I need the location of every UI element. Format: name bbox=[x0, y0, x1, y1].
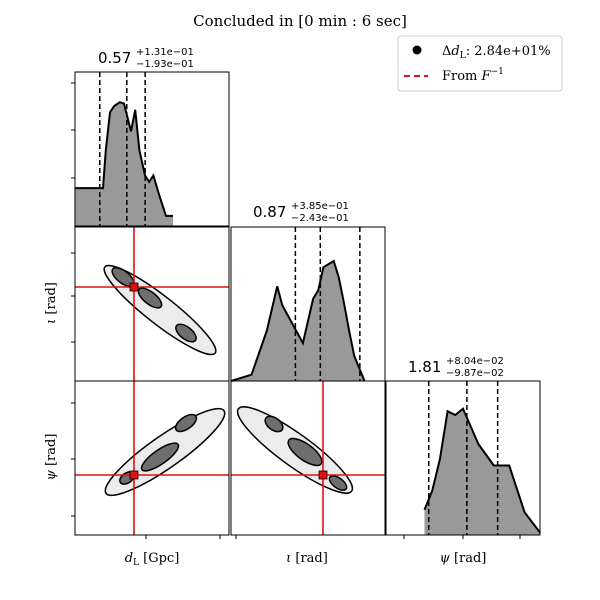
ylabel-iota: ι [rad] bbox=[44, 282, 59, 324]
upper-err-dL: +1.31e−01 bbox=[136, 47, 194, 58]
marginal-label-psi: 1.81 +8.04e−02 −9.87e−02 bbox=[408, 356, 504, 379]
median-iota: 0.87 bbox=[253, 203, 286, 221]
contour-group-psi-vs-dL bbox=[75, 381, 229, 535]
contour-group-psi-vs-iota bbox=[231, 381, 385, 535]
panel-frame-psi-vs-dL bbox=[74, 380, 230, 536]
corner-panels bbox=[71, 71, 541, 539]
histogram-fill-psi bbox=[424, 408, 540, 535]
xlabel-dL: dL [Gpc] bbox=[125, 551, 180, 568]
contour-inner-iota-vs-dL-2 bbox=[175, 323, 197, 343]
legend: ΔdL: 2.84e+01% From F−1 bbox=[397, 35, 563, 92]
upper-err-iota: +3.85e−01 bbox=[291, 201, 349, 212]
histogram-fill-dL bbox=[75, 102, 173, 226]
contour-inner-psi-vs-dL-2 bbox=[174, 413, 198, 433]
legend-item-delta-dl: ΔdL: 2.84e+01% bbox=[442, 44, 551, 61]
median-dL: 0.57 bbox=[98, 49, 131, 67]
histogram-line-psi bbox=[423, 407, 541, 534]
lower-err-dL: −1.93e−01 bbox=[136, 59, 194, 70]
histogram-line-dL bbox=[75, 101, 173, 217]
legend-dot-marker bbox=[412, 45, 422, 55]
contour-group-iota-vs-dL bbox=[75, 227, 229, 381]
chart-title: Concluded in [0 min : 6 sec] bbox=[193, 12, 407, 30]
truth-marker-psi-vs-iota bbox=[318, 470, 328, 480]
histogram-line-iota bbox=[230, 259, 366, 382]
truth-marker-psi-vs-dL bbox=[129, 470, 139, 480]
contour-inner-psi-vs-iota-0 bbox=[264, 415, 284, 433]
upper-err-psi: +8.04e−02 bbox=[446, 356, 504, 367]
histogram-fill-iota bbox=[231, 261, 365, 381]
truth-marker-iota-vs-dL bbox=[129, 282, 139, 292]
contour-inner-psi-vs-iota-1 bbox=[287, 437, 323, 467]
contour-inner-iota-vs-dL-1 bbox=[137, 287, 163, 309]
marginal-label-dL: 0.57 +1.31e−01 −1.93e−01 bbox=[98, 47, 194, 70]
lower-err-iota: −2.43e−01 bbox=[291, 213, 349, 224]
panel-frame-psi-vs-iota bbox=[230, 380, 386, 536]
contour-inner-psi-vs-iota-2 bbox=[328, 475, 348, 491]
contour-inner-psi-vs-dL-1 bbox=[140, 442, 180, 472]
marginal-label-iota: 0.87 +3.85e−01 −2.43e−01 bbox=[253, 201, 349, 224]
xlabel-psi: ψ [rad] bbox=[440, 551, 487, 566]
ylabel-psi: ψ [rad] bbox=[44, 434, 59, 481]
median-psi: 1.81 bbox=[408, 358, 441, 376]
legend-item-fisher: From F−1 bbox=[442, 67, 504, 84]
lower-err-psi: −9.87e−02 bbox=[446, 368, 504, 379]
panel-frame-hist-dL bbox=[74, 71, 230, 227]
legend-frame bbox=[397, 35, 563, 92]
xlabel-iota: ι [rad] bbox=[286, 551, 328, 566]
